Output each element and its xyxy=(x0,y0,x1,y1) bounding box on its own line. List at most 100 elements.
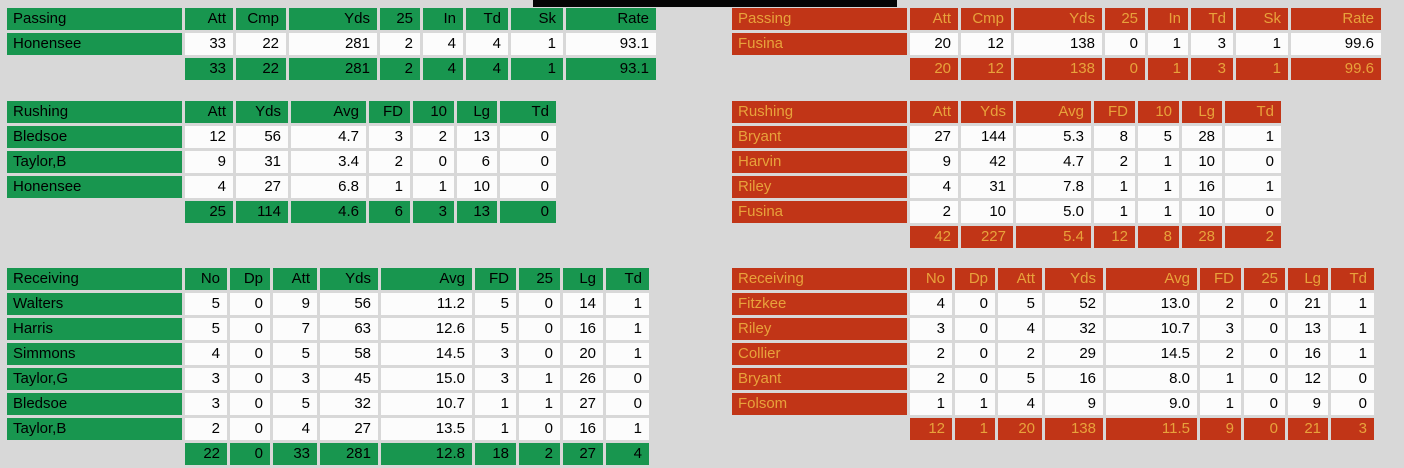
stat-value-cell: 45 xyxy=(320,368,378,390)
stat-value-cell: 28 xyxy=(1182,126,1222,148)
player-row: Fitzkee 4 0 5 52 13.0 2 0 21 1 xyxy=(732,293,1374,315)
column-header-cell: Dp xyxy=(230,268,270,290)
player-row: Riley 4 31 7.8 1 1 16 1 xyxy=(732,176,1281,198)
stat-value-cell: 8 xyxy=(1094,126,1135,148)
totals-spacer-cell xyxy=(732,226,907,248)
column-header-cell: Avg xyxy=(1106,268,1197,290)
stat-value-cell: 1 xyxy=(606,318,649,340)
stat-value-cell: 0 xyxy=(230,293,270,315)
player-row: Riley 3 0 4 32 10.7 3 0 13 1 xyxy=(732,318,1374,340)
column-header-cell: Att xyxy=(998,268,1042,290)
header-row: Rushing Att Yds Avg FD 10 Lg Td xyxy=(7,101,556,123)
header-row: Passing Att Cmp Yds 25 In Td Sk Rate xyxy=(732,8,1381,30)
stat-value-cell: 5 xyxy=(185,318,227,340)
window-edge-bar xyxy=(533,0,897,7)
player-row: Bledsoe 12 56 4.7 3 2 13 0 xyxy=(7,126,556,148)
player-row: Fusina 2 10 5.0 1 1 10 0 xyxy=(732,201,1281,223)
column-header-cell: 25 xyxy=(380,8,420,30)
stat-value-cell: 1 xyxy=(1138,151,1179,173)
player-name-cell: Bledsoe xyxy=(7,126,182,148)
total-value-cell: 9 xyxy=(1200,418,1241,440)
stat-value-cell: 0 xyxy=(519,418,560,440)
total-value-cell: 20 xyxy=(910,58,958,80)
stat-value-cell: 10.7 xyxy=(381,393,472,415)
total-value-cell: 114 xyxy=(236,201,288,223)
stat-value-cell: 138 xyxy=(1014,33,1102,55)
total-value-cell: 0 xyxy=(1244,418,1285,440)
total-value-cell: 33 xyxy=(185,58,233,80)
stat-value-cell: 2 xyxy=(910,343,952,365)
stat-value-cell: 1 xyxy=(910,393,952,415)
column-header-cell: Cmp xyxy=(236,8,286,30)
totals-row: 12 1 20 138 11.5 9 0 21 3 xyxy=(732,418,1374,440)
column-header-cell: Rate xyxy=(1291,8,1381,30)
stat-value-cell: 2 xyxy=(910,368,952,390)
stat-value-cell: 281 xyxy=(289,33,377,55)
stat-value-cell: 5 xyxy=(475,318,516,340)
player-name-cell: Bryant xyxy=(732,368,907,390)
right-rushing-table: Rushing Att Yds Avg FD 10 Lg Td Bryant 27 144 5.3 8 5… xyxy=(729,98,1284,251)
stat-value-cell: 0 xyxy=(1331,368,1374,390)
player-row: Folsom 1 1 4 9 9.0 1 0 9 0 xyxy=(732,393,1374,415)
stat-value-cell: 16 xyxy=(563,318,603,340)
totals-row: 33 22 281 2 4 4 1 93.1 xyxy=(7,58,656,80)
player-name-cell: Harvin xyxy=(732,151,907,173)
column-header-cell: 10 xyxy=(413,101,454,123)
totals-row: 22 0 33 281 12.8 18 2 27 4 xyxy=(7,443,649,465)
stat-value-cell: 20 xyxy=(910,33,958,55)
stat-value-cell: 0 xyxy=(230,368,270,390)
stat-value-cell: 9.0 xyxy=(1106,393,1197,415)
stat-value-cell: 0 xyxy=(606,393,649,415)
stat-value-cell: 1 xyxy=(511,33,563,55)
stat-value-cell: 9 xyxy=(273,293,317,315)
player-row: Harris 5 0 7 63 12.6 5 0 16 1 xyxy=(7,318,649,340)
stat-value-cell: 5 xyxy=(475,293,516,315)
player-name-cell: Simmons xyxy=(7,343,182,365)
stat-value-cell: 33 xyxy=(185,33,233,55)
table-title-cell: Passing xyxy=(7,8,182,30)
total-value-cell: 20 xyxy=(998,418,1042,440)
column-header-cell: Avg xyxy=(1016,101,1091,123)
totals-row: 25 114 4.6 6 3 13 0 xyxy=(7,201,556,223)
stat-value-cell: 1 xyxy=(413,176,454,198)
total-value-cell: 3 xyxy=(1331,418,1374,440)
stat-value-cell: 16 xyxy=(1045,368,1103,390)
player-row: Collier 2 0 2 29 14.5 2 0 16 1 xyxy=(732,343,1374,365)
stat-value-cell: 0 xyxy=(1244,368,1285,390)
stat-value-cell: 0 xyxy=(955,293,995,315)
stat-value-cell: 1 xyxy=(1200,368,1241,390)
header-row: Receiving No Dp Att Yds Avg FD 25 Lg Td xyxy=(732,268,1374,290)
total-value-cell: 21 xyxy=(1288,418,1328,440)
total-value-cell: 99.6 xyxy=(1291,58,1381,80)
column-header-cell: Att xyxy=(273,268,317,290)
stat-value-cell: 1 xyxy=(1094,201,1135,223)
column-header-cell: Rate xyxy=(566,8,656,30)
stat-value-cell: 27 xyxy=(320,418,378,440)
stat-value-cell: 1 xyxy=(1236,33,1288,55)
header-row: Rushing Att Yds Avg FD 10 Lg Td xyxy=(732,101,1281,123)
stat-value-cell: 4 xyxy=(998,393,1042,415)
stat-value-cell: 3.4 xyxy=(291,151,366,173)
stat-value-cell: 1 xyxy=(606,343,649,365)
header-row: Receiving No Dp Att Yds Avg FD 25 Lg Td xyxy=(7,268,649,290)
stat-value-cell: 58 xyxy=(320,343,378,365)
stat-value-cell: 4 xyxy=(910,293,952,315)
player-name-cell: Collier xyxy=(732,343,907,365)
stat-value-cell: 0 xyxy=(1105,33,1145,55)
column-header-cell: Lg xyxy=(1182,101,1222,123)
stat-value-cell: 1 xyxy=(1094,176,1135,198)
stat-value-cell: 0 xyxy=(955,368,995,390)
table-title-cell: Rushing xyxy=(732,101,907,123)
stat-value-cell: 0 xyxy=(955,343,995,365)
column-header-cell: Avg xyxy=(381,268,472,290)
player-name-cell: Honensee xyxy=(7,33,182,55)
total-value-cell: 2 xyxy=(519,443,560,465)
stat-value-cell: 3 xyxy=(185,368,227,390)
stat-value-cell: 4 xyxy=(185,343,227,365)
stat-value-cell: 14.5 xyxy=(381,343,472,365)
total-value-cell: 4 xyxy=(466,58,508,80)
column-header-cell: Att xyxy=(185,101,233,123)
stat-value-cell: 0 xyxy=(230,418,270,440)
total-value-cell: 12 xyxy=(961,58,1011,80)
stat-value-cell: 0 xyxy=(1244,318,1285,340)
